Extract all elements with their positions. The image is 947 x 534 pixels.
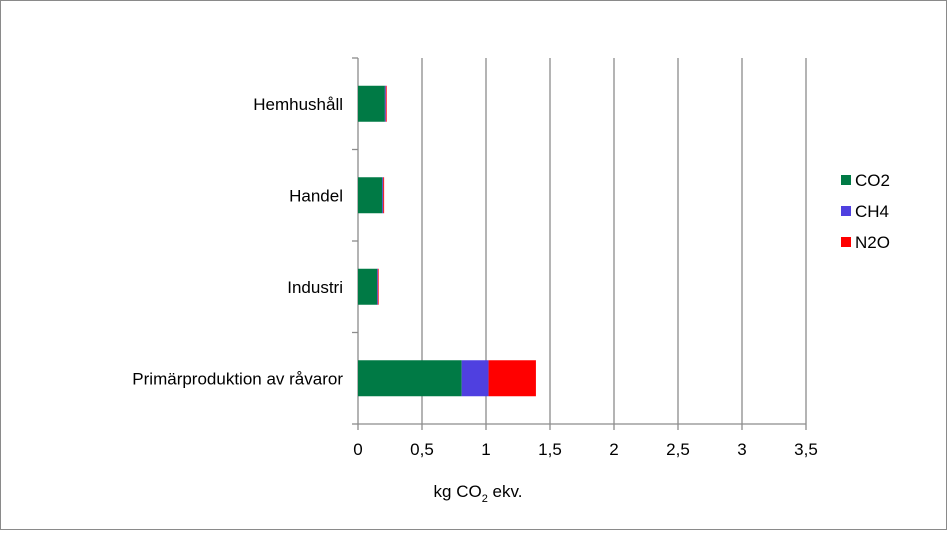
legend-label: N2O — [855, 233, 890, 252]
bar-segment-ch4 — [382, 177, 384, 214]
y-axis — [352, 57, 359, 425]
x-tick-label: 0 — [353, 440, 362, 459]
x-tick-label: 3,5 — [794, 440, 818, 459]
x-axis-label: kg CO2 ekv. — [434, 482, 523, 505]
x-axis: 0 0,5 1 1,5 2 2,5 3 3,5 — [353, 423, 818, 459]
x-tick-label: 1,5 — [538, 440, 562, 459]
legend-swatch — [841, 237, 851, 247]
bar-segment-ch4 — [384, 85, 386, 122]
category-label: Industri — [287, 278, 343, 297]
x-tick-label: 3 — [737, 440, 746, 459]
legend-label: CO2 — [855, 171, 890, 190]
bar-segment-co2 — [358, 177, 383, 214]
bar-segment-co2 — [358, 360, 462, 397]
bar-segment-ch4 — [461, 360, 489, 397]
bar-segment-n2o — [488, 360, 536, 397]
legend-swatch — [841, 206, 851, 216]
x-tick-label: 2,5 — [666, 440, 690, 459]
legend-label: CH4 — [855, 202, 889, 221]
bar-segment-co2 — [358, 85, 385, 122]
category-label: Handel — [289, 186, 343, 205]
gridlines — [421, 58, 807, 424]
bar-segment-n2o — [385, 85, 387, 122]
bars — [358, 85, 536, 397]
x-tick-label: 2 — [609, 440, 618, 459]
legend: CO2 CH4 N2O — [841, 171, 890, 252]
category-labels: Primärproduktion av råvaror Industri Hande… — [132, 95, 343, 389]
bar-segment-co2 — [358, 268, 378, 305]
x-tick-label: 0,5 — [410, 440, 434, 459]
x-tick-label: 1 — [481, 440, 490, 459]
legend-swatch — [841, 175, 851, 185]
category-label: Hemhushåll — [253, 95, 343, 114]
bar-segment-n2o — [377, 268, 379, 305]
bar-segment-ch4 — [377, 268, 378, 305]
category-label: Primärproduktion av råvaror — [132, 369, 343, 388]
bar-segment-n2o — [383, 177, 385, 214]
